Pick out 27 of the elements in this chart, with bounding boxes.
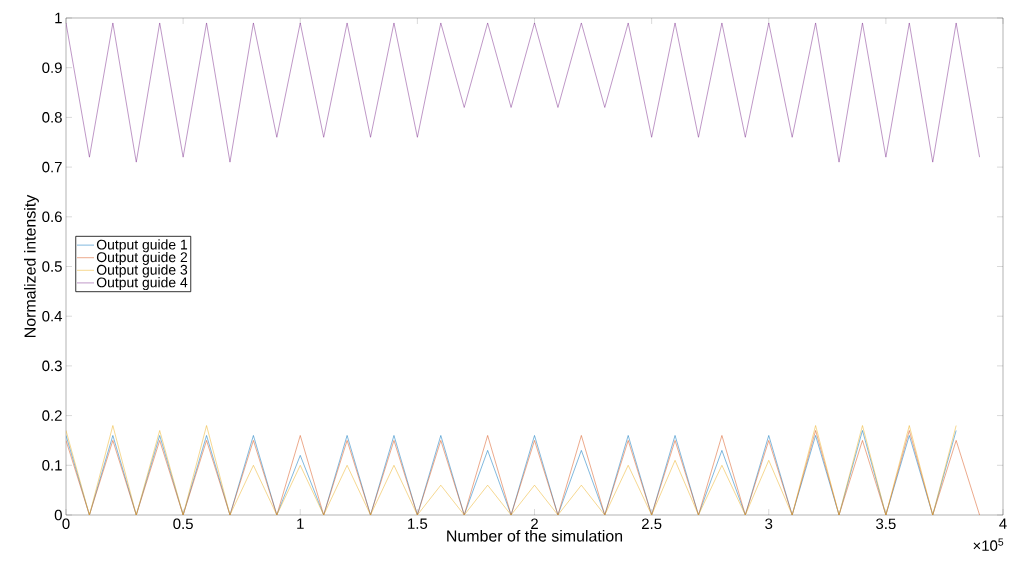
y-tick-label: 0.7 bbox=[42, 161, 62, 173]
y-tick-label: 0.6 bbox=[42, 211, 62, 223]
y-tick-label: 0.5 bbox=[42, 261, 62, 272]
line-series bbox=[66, 22, 980, 163]
y-tick-label: 0.8 bbox=[42, 112, 62, 123]
x-tick-label: 2.5 bbox=[641, 518, 662, 530]
x-tick-label: 4 bbox=[999, 518, 1007, 529]
y-tick-label: 0.4 bbox=[42, 310, 63, 322]
legend-label: Output guide 4 bbox=[96, 277, 188, 291]
y-tick-label: 0.3 bbox=[42, 360, 62, 372]
y-axis-title: Normalized intensity bbox=[24, 194, 39, 337]
y-tick-label: 0.2 bbox=[42, 410, 62, 421]
x-tick-label: 0.5 bbox=[173, 518, 193, 530]
legend-label: Output guide 1 bbox=[96, 239, 188, 253]
y-tick-label: 0 bbox=[54, 509, 62, 521]
y-tick-label: 1 bbox=[55, 12, 62, 24]
y-tick-label: 0.9 bbox=[42, 62, 62, 73]
x-tick-label: 1.5 bbox=[408, 518, 428, 529]
x-tick-label: 1 bbox=[297, 518, 304, 529]
text: ×10$^{5}$ bbox=[973, 538, 1004, 551]
x-axis-title: Number of the simulation bbox=[447, 529, 623, 542]
legend-label: Output guide 3 bbox=[96, 264, 188, 278]
y-tick-label: 0.1 bbox=[42, 460, 62, 471]
x-tick-label: 3.5 bbox=[876, 518, 896, 530]
x-tick-label: 2 bbox=[531, 518, 538, 529]
legend-label: Output guide 2 bbox=[96, 251, 188, 265]
x-tick-label: 3 bbox=[765, 518, 773, 530]
